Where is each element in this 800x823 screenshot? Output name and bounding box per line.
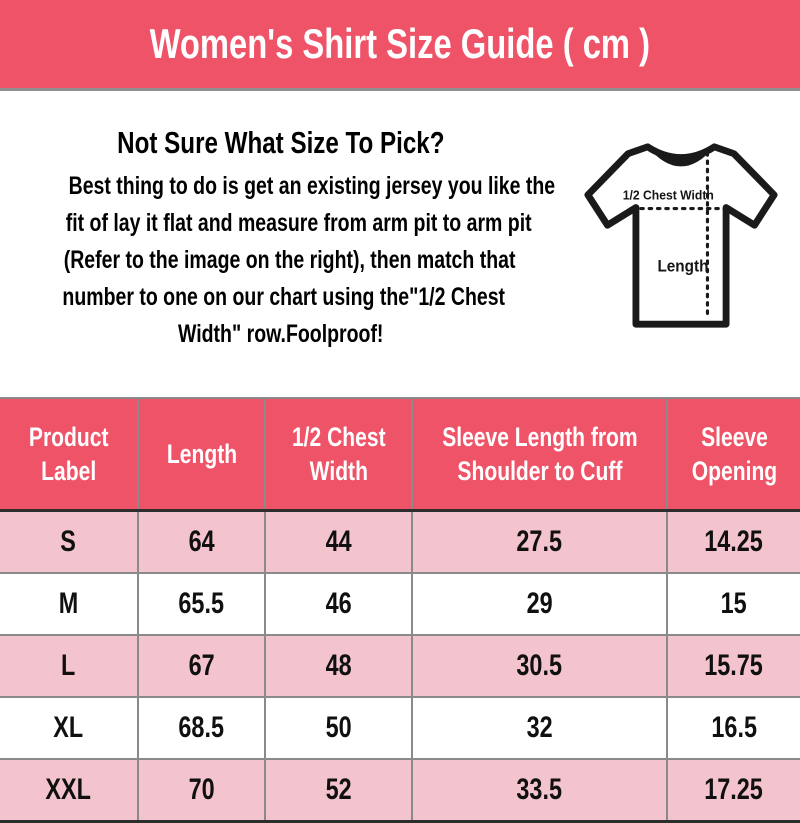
- size-label-cell: XL: [0, 696, 139, 760]
- sleeve-length-cell: 29: [411, 572, 668, 636]
- col-header-sleeve-opening: Sleeve Opening: [666, 397, 800, 512]
- sleeve-length-cell: 33.5: [411, 758, 668, 823]
- half-chest-cell: 46: [264, 572, 413, 636]
- diagram-chest-label: 1/2 Chest Width: [623, 188, 714, 203]
- length-cell: 70: [137, 758, 266, 823]
- title-banner: Women's Shirt Size Guide ( cm ): [0, 0, 800, 91]
- intro-line: fit of lay it flat and measure from arm …: [65, 209, 532, 237]
- sleeve-length-cell: 27.5: [411, 509, 668, 574]
- size-label-cell: XXL: [0, 758, 139, 823]
- table-row-l: L 67 48 30.5 15.75: [0, 634, 800, 698]
- length-cell: 68.5: [137, 696, 266, 760]
- col-header-length: Length: [137, 397, 266, 512]
- intro-section: Not Sure What Size To Pick? Best thing t…: [0, 91, 800, 397]
- size-label-cell: M: [0, 572, 139, 636]
- half-chest-cell: 44: [264, 509, 413, 574]
- intro-line: (Refer to the image on the right), then …: [63, 246, 516, 274]
- size-label-cell: L: [0, 634, 139, 698]
- sleeve-opening-cell: 15: [666, 572, 800, 636]
- intro-heading: Not Sure What Size To Pick?: [0, 125, 562, 161]
- intro-line: Width" row.Foolproof!: [178, 320, 384, 348]
- sleeve-opening-cell: 14.25: [666, 509, 800, 574]
- table-row-xl: XL 68.5 50 32 16.5: [0, 696, 800, 760]
- sleeve-length-cell: 32: [411, 696, 668, 760]
- col-header-half-chest-width: 1/2 Chest Width: [264, 397, 413, 512]
- sleeve-opening-cell: 15.75: [666, 634, 800, 698]
- tshirt-diagram-icon: 1/2 Chest Width Length: [584, 143, 778, 328]
- intro-line: Best thing to do is get an existing jers…: [68, 172, 556, 200]
- table-row-s: S 64 44 27.5 14.25: [0, 509, 800, 574]
- shirt-measurement-diagram: 1/2 Chest Width Length: [562, 125, 800, 397]
- length-cell: 67: [137, 634, 266, 698]
- length-cell: 64: [137, 509, 266, 574]
- table-row-xxl: XXL 70 52 33.5 17.25: [0, 758, 800, 823]
- intro-text: Not Sure What Size To Pick? Best thing t…: [0, 125, 562, 397]
- page-title: Women's Shirt Size Guide ( cm ): [79, 20, 721, 68]
- intro-line: number to one on our chart using the"1/2…: [62, 283, 506, 311]
- col-header-sleeve-length: Sleeve Length from Shoulder to Cuff: [411, 397, 668, 512]
- sleeve-opening-cell: 16.5: [666, 696, 800, 760]
- size-label-cell: S: [0, 509, 139, 574]
- length-cell: 65.5: [137, 572, 266, 636]
- half-chest-cell: 52: [264, 758, 413, 823]
- intro-heading-text: Not Sure What Size To Pick?: [117, 125, 445, 160]
- sleeve-length-cell: 30.5: [411, 634, 668, 698]
- half-chest-cell: 48: [264, 634, 413, 698]
- page-title-text: Women's Shirt Size Guide ( cm ): [149, 20, 651, 67]
- col-header-product-label: Product Label: [0, 397, 139, 512]
- diagram-length-label: Length: [657, 256, 708, 275]
- table-header-row: Product Label Length 1/2 Chest Width Sle…: [0, 397, 800, 512]
- sleeve-opening-cell: 17.25: [666, 758, 800, 823]
- tshirt-outline-icon: [584, 143, 778, 328]
- half-chest-cell: 50: [264, 696, 413, 760]
- table-row-m: M 65.5 46 29 15: [0, 572, 800, 636]
- size-table: Product Label Length 1/2 Chest Width Sle…: [0, 397, 800, 823]
